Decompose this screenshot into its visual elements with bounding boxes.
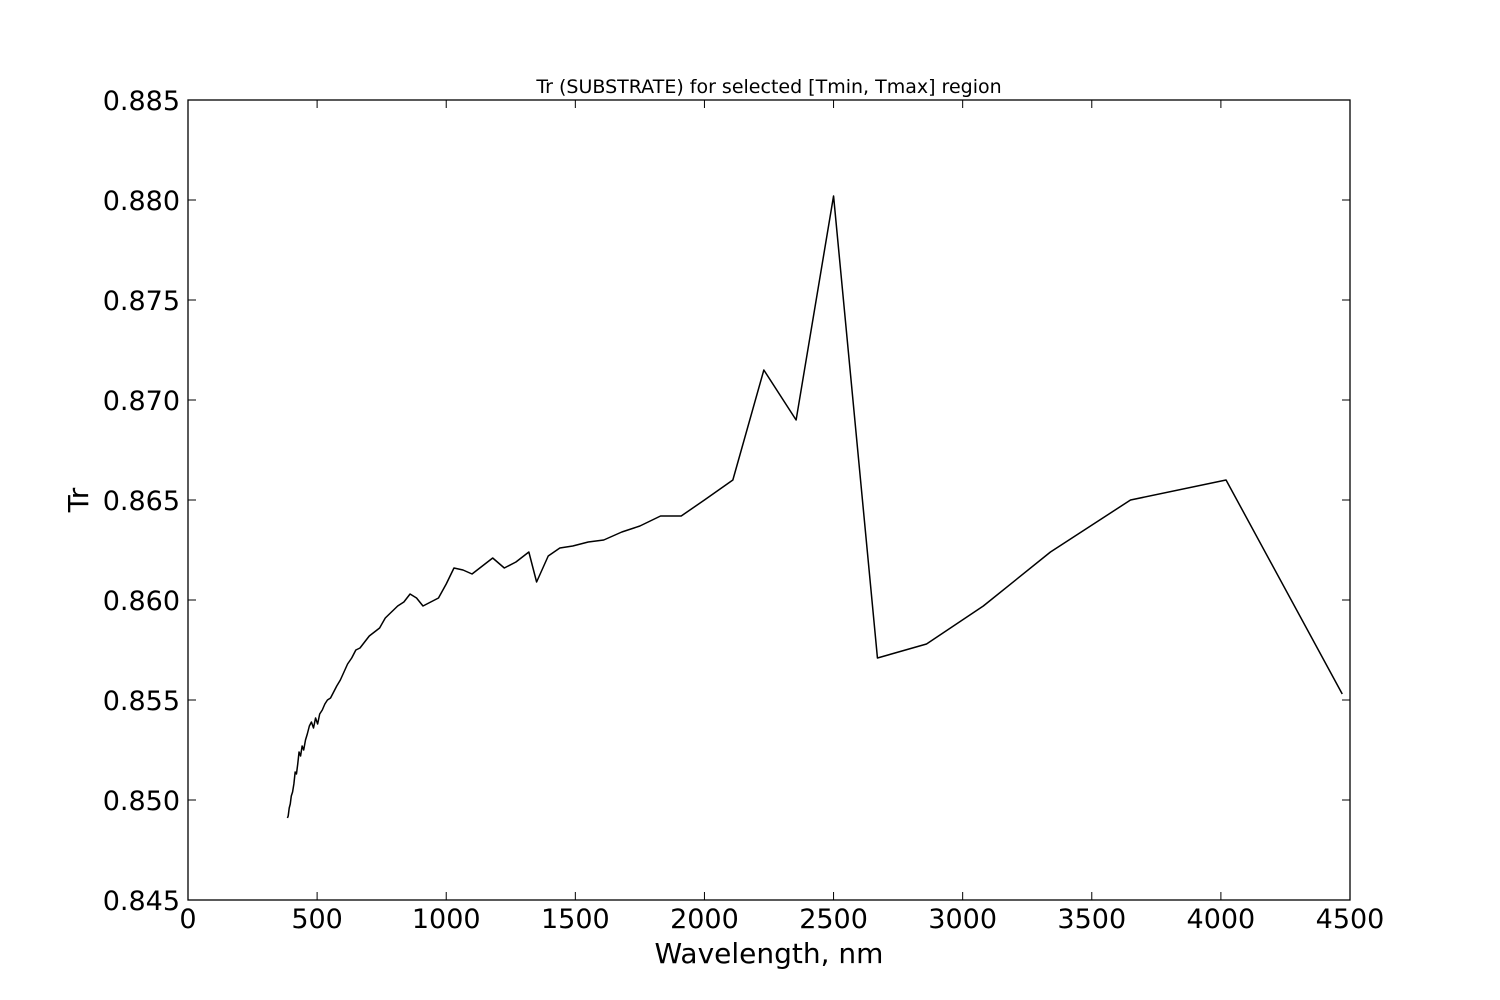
y-tick-label: 0.880 (103, 186, 180, 217)
y-axis-label: Tr (62, 487, 95, 513)
x-tick-label: 3500 (1057, 904, 1126, 935)
x-tick-label: 1000 (412, 904, 481, 935)
chart-title: Tr (SUBSTRATE) for selected [Tmin, Tmax]… (535, 76, 1001, 98)
y-tick-label: 0.875 (103, 286, 180, 317)
x-axis-label: Wavelength, nm (655, 937, 884, 970)
y-tick-label: 0.885 (103, 86, 180, 117)
y-tick-label: 0.845 (103, 886, 180, 917)
x-tick-label: 0 (179, 904, 196, 935)
plot-line-layer (286, 195, 1343, 819)
y-tick-label: 0.850 (103, 786, 180, 817)
x-tick-label: 3000 (928, 904, 997, 935)
y-axis-ticks: 0.845 0.850 0.855 0.860 0.865 0.870 0.875 0.880… (103, 86, 1350, 917)
x-tick-label: 2000 (670, 904, 739, 935)
x-tick-label: 4000 (1187, 904, 1256, 935)
y-tick-label: 0.865 (103, 486, 180, 517)
data-series-line (286, 195, 1343, 819)
x-axis-ticks: 0 500 1000 1500 2000 2500 3000 3500 4000 4500 (179, 100, 1384, 935)
y-tick-label: 0.860 (103, 586, 180, 617)
plot-frame (187, 99, 1351, 901)
x-tick-label: 500 (291, 904, 343, 935)
x-tick-label: 4500 (1316, 904, 1385, 935)
x-tick-label: 1500 (541, 904, 610, 935)
y-tick-label: 0.855 (103, 686, 180, 717)
x-tick-label: 2500 (799, 904, 868, 935)
y-tick-label: 0.870 (103, 386, 180, 417)
